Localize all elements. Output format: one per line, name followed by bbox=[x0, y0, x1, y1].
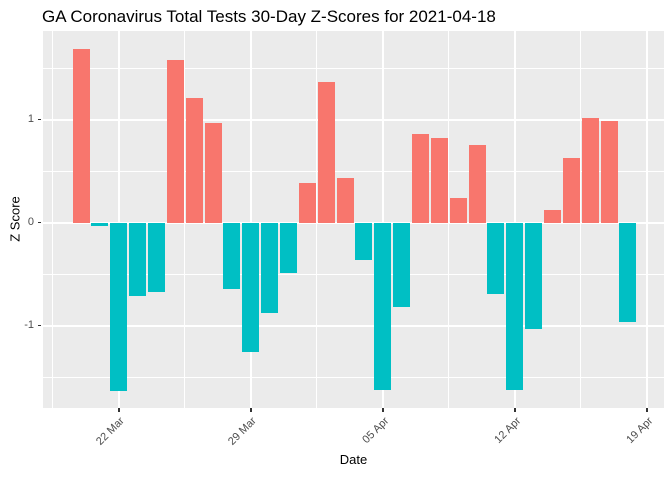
gridline-major-horizontal bbox=[43, 324, 664, 327]
gridline-major-horizontal bbox=[43, 118, 664, 121]
gridline-minor-horizontal bbox=[43, 170, 664, 172]
bar-2021-04-12 bbox=[506, 222, 524, 390]
bar-2021-04-02 bbox=[317, 81, 335, 223]
bar-2021-04-08 bbox=[430, 138, 448, 223]
bar-2021-04-13 bbox=[525, 222, 543, 329]
bar-2021-03-22 bbox=[110, 222, 128, 391]
x-tick-mark bbox=[646, 408, 648, 412]
gridline-major-vertical bbox=[513, 31, 516, 408]
x-tick-label: 22 Mar bbox=[94, 415, 128, 448]
bar-2021-03-29 bbox=[242, 222, 260, 353]
bar-2021-03-27 bbox=[204, 122, 222, 223]
x-tick-mark bbox=[514, 408, 516, 412]
bar-2021-04-01 bbox=[298, 182, 316, 223]
y-tick-label: 1 bbox=[27, 113, 34, 126]
chart-title: GA Coronavirus Total Tests 30-Day Z-Scor… bbox=[42, 7, 496, 26]
gridline-major-vertical bbox=[117, 31, 120, 408]
x-tick-label: 12 Apr bbox=[492, 415, 524, 446]
y-tick-mark bbox=[37, 221, 41, 224]
plot-panel bbox=[43, 31, 664, 408]
bar-2021-03-24 bbox=[147, 222, 165, 292]
x-tick-mark bbox=[382, 408, 384, 412]
gridline-major-vertical bbox=[249, 31, 252, 408]
bar-2021-03-20 bbox=[72, 48, 90, 223]
bar-2021-04-15 bbox=[562, 157, 580, 223]
bar-2021-04-06 bbox=[393, 222, 411, 308]
bar-2021-04-05 bbox=[374, 222, 392, 390]
bar-2021-03-21 bbox=[91, 222, 109, 226]
x-tick-mark bbox=[118, 408, 120, 412]
y-tick-label: 0 bbox=[27, 216, 34, 229]
gridline-minor-vertical bbox=[316, 31, 318, 408]
gridline-minor-horizontal bbox=[43, 273, 664, 275]
x-tick-label: 29 Mar bbox=[226, 415, 260, 448]
bar-2021-04-16 bbox=[581, 117, 599, 223]
x-tick-label: 19 Apr bbox=[624, 415, 656, 446]
bar-2021-04-10 bbox=[468, 145, 486, 223]
bar-2021-03-25 bbox=[166, 60, 184, 223]
gridline-minor-vertical bbox=[184, 31, 186, 408]
bar-2021-04-11 bbox=[487, 222, 505, 294]
gridline-minor-vertical bbox=[448, 31, 450, 408]
x-tick-label: 05 Apr bbox=[360, 415, 392, 446]
gridline-minor-vertical bbox=[52, 31, 54, 408]
bar-2021-03-30 bbox=[261, 222, 279, 314]
y-tick-label: -1 bbox=[24, 319, 34, 332]
bar-2021-03-28 bbox=[223, 222, 241, 289]
bar-2021-03-31 bbox=[279, 222, 297, 274]
y-tick-mark bbox=[37, 324, 41, 327]
gridline-major-horizontal bbox=[43, 221, 664, 224]
bar-2021-04-04 bbox=[355, 222, 373, 260]
gridline-minor-horizontal bbox=[43, 376, 664, 378]
y-tick-mark bbox=[37, 118, 41, 121]
gridline-minor-horizontal bbox=[43, 67, 664, 69]
bar-2021-04-03 bbox=[336, 178, 354, 223]
gridline-major-vertical bbox=[645, 31, 648, 408]
x-tick-mark bbox=[250, 408, 252, 412]
bar-2021-03-26 bbox=[185, 98, 203, 223]
gridline-major-vertical bbox=[381, 31, 384, 408]
bar-2021-03-23 bbox=[129, 222, 147, 296]
bar-2021-04-18 bbox=[619, 222, 637, 322]
bar-2021-04-09 bbox=[449, 198, 467, 223]
bar-2021-04-14 bbox=[543, 210, 561, 223]
bar-2021-04-07 bbox=[411, 134, 429, 223]
gridline-minor-vertical bbox=[580, 31, 582, 408]
bar-2021-04-17 bbox=[600, 120, 618, 223]
x-axis-title: Date bbox=[339, 452, 368, 467]
